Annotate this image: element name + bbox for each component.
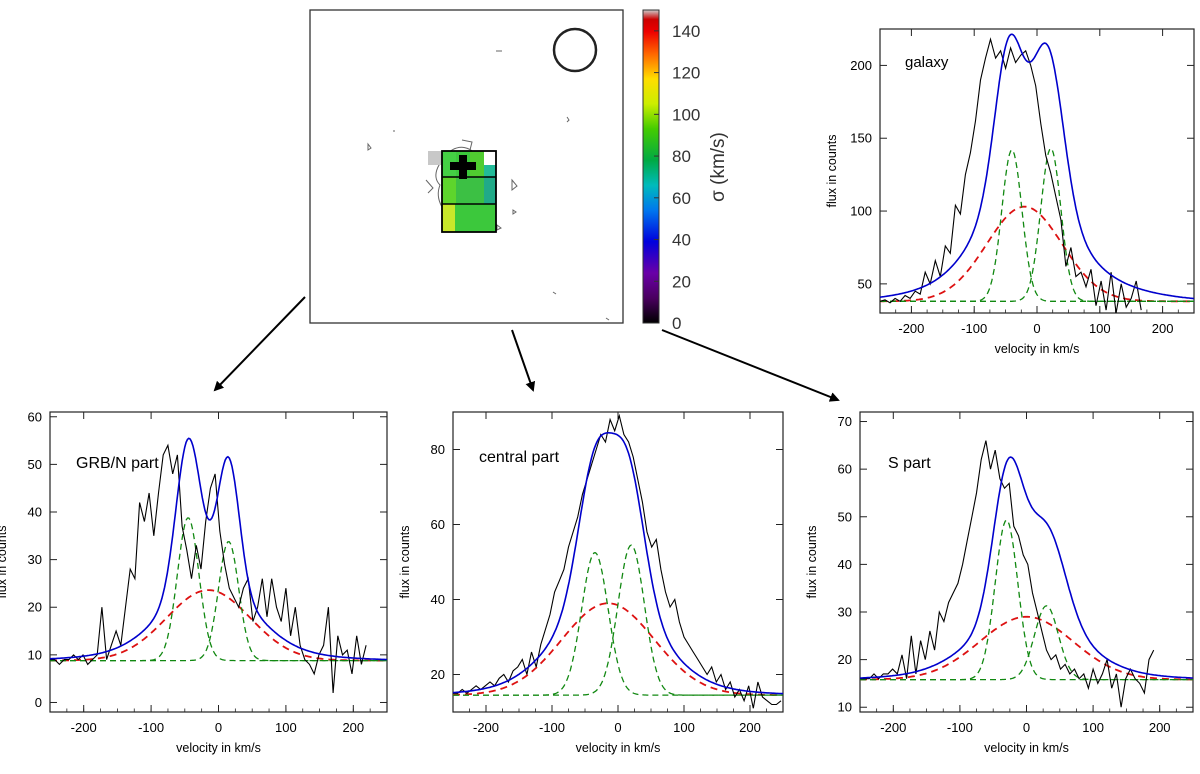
y-tick-label: 40 — [431, 592, 445, 607]
colorbar-tick-label: 140 — [672, 22, 700, 41]
colorbar-tick-label: 20 — [672, 272, 691, 291]
y-tick-label: 50 — [838, 509, 852, 524]
x-tick-label: 100 — [673, 720, 695, 735]
y-tick-label: 20 — [28, 600, 42, 615]
x-tick-label: 100 — [275, 720, 297, 735]
x-tick-label: -100 — [947, 720, 973, 735]
x-tick-label: -200 — [473, 720, 499, 735]
colorbar — [642, 9, 660, 324]
colorbar-tick-label: 40 — [672, 231, 691, 250]
panel-s-part: -200 -100 0 100 200 10 20 30 40 50 60 70 velocity in… — [805, 411, 1194, 755]
x-tick-label: 0 — [1023, 720, 1030, 735]
arrow-to-central-panel — [511, 329, 536, 392]
dispersion-map: 0 20 40 60 80 100 120 140 σ (km/s) — [309, 9, 729, 333]
y-tick-label: 60 — [431, 517, 445, 532]
total-fit-curve — [860, 456, 1193, 679]
x-tick-label: -100 — [138, 720, 164, 735]
beam-circle — [552, 27, 598, 73]
panel-title: S part — [888, 455, 931, 472]
x-tick-label: -200 — [880, 720, 906, 735]
x-tick-label: 200 — [342, 720, 364, 735]
y-tick-label: 150 — [850, 131, 872, 146]
plot-area — [860, 440, 1193, 708]
x-tick-label: -200 — [71, 720, 97, 735]
arrow-to-grb-panel — [213, 296, 306, 392]
narrow-component-curve — [50, 541, 387, 662]
y-tick-label: 50 — [28, 457, 42, 472]
total-fit-curve — [880, 33, 1194, 300]
y-tick-label: 80 — [431, 442, 445, 457]
colorbar-tick-label: 0 — [672, 314, 681, 333]
plot-frame — [49, 411, 388, 713]
panel-title: galaxy — [905, 54, 949, 71]
y-axis-label: flux in counts — [805, 526, 819, 599]
panel-title: GRB/N part — [76, 455, 159, 472]
plot-frame — [879, 28, 1195, 314]
x-tick-label: 100 — [1082, 720, 1104, 735]
y-tick-label: 100 — [850, 204, 872, 219]
colorbar-tick-label: 120 — [672, 64, 700, 83]
plot-area — [453, 413, 783, 709]
y-tick-label: 10 — [28, 647, 42, 662]
y-tick-label: 60 — [28, 409, 42, 424]
y-tick-label: 50 — [858, 276, 872, 291]
x-axis-label: velocity in km/s — [984, 741, 1069, 755]
narrow-component-curve — [453, 544, 783, 696]
observed-spectrum-line — [50, 443, 367, 694]
y-tick-label: 30 — [838, 605, 852, 620]
narrow-component-curve — [860, 605, 1193, 681]
broad-component-curve — [860, 615, 1193, 681]
y-tick-label: 40 — [838, 557, 852, 572]
observed-spectrum-line — [880, 37, 1142, 313]
y-tick-label: 70 — [838, 414, 852, 429]
broad-component-curve — [880, 205, 1194, 303]
colorbar-tick-label: 60 — [672, 189, 691, 208]
x-axis-label: velocity in km/s — [995, 342, 1080, 356]
x-tick-label: 100 — [1089, 321, 1111, 336]
narrow-component-curve — [880, 147, 1194, 302]
y-tick-label: 60 — [838, 462, 852, 477]
y-axis-label: flux in counts — [825, 135, 839, 208]
total-fit-curve — [50, 437, 387, 661]
panel-grb-n: -200 -100 0 100 200 0 10 20 30 40 50 60 velocity in … — [0, 409, 388, 755]
panel-galaxy: -200 -100 0 100 200 50 100 150 200 velocity in km… — [825, 28, 1195, 356]
x-tick-label: 0 — [614, 720, 621, 735]
y-tick-label: 30 — [28, 552, 42, 567]
x-axis-label: velocity in km/s — [176, 741, 261, 755]
observed-spectrum-line — [860, 440, 1155, 708]
colorbar-tick-label: 80 — [672, 147, 691, 166]
y-tick-label: 200 — [850, 58, 872, 73]
grb-position-cross-icon — [450, 155, 476, 179]
x-axis-label: velocity in km/s — [576, 741, 661, 755]
y-tick-label: 0 — [35, 695, 42, 710]
y-tick-label: 20 — [431, 667, 445, 682]
x-tick-label: -100 — [961, 321, 987, 336]
x-tick-label: 200 — [739, 720, 761, 735]
plot-area — [50, 437, 387, 694]
x-tick-label: 0 — [215, 720, 222, 735]
x-tick-label: 200 — [1152, 321, 1174, 336]
x-tick-label: 0 — [1033, 321, 1040, 336]
x-tick-label: -200 — [898, 321, 924, 336]
x-tick-label: -100 — [539, 720, 565, 735]
colorbar-ticks: 0 20 40 60 80 100 120 140 — [654, 22, 700, 333]
panel-central: -200 -100 0 100 200 20 40 60 80 velocity in km/s f… — [398, 411, 784, 755]
y-axis-label: flux in counts — [0, 526, 9, 599]
y-axis-label: flux in counts — [398, 526, 412, 599]
y-tick-label: 20 — [838, 652, 852, 667]
y-tick-label: 10 — [838, 700, 852, 715]
total-fit-curve — [453, 432, 783, 695]
plot-area — [880, 33, 1194, 313]
y-tick-label: 40 — [28, 505, 42, 520]
arrows — [213, 296, 840, 402]
arrow-to-s-panel — [661, 329, 840, 402]
colorbar-label: σ (km/s) — [708, 132, 729, 202]
colorbar-tick-label: 100 — [672, 105, 700, 124]
panel-title: central part — [479, 449, 560, 466]
x-tick-label: 200 — [1149, 720, 1171, 735]
